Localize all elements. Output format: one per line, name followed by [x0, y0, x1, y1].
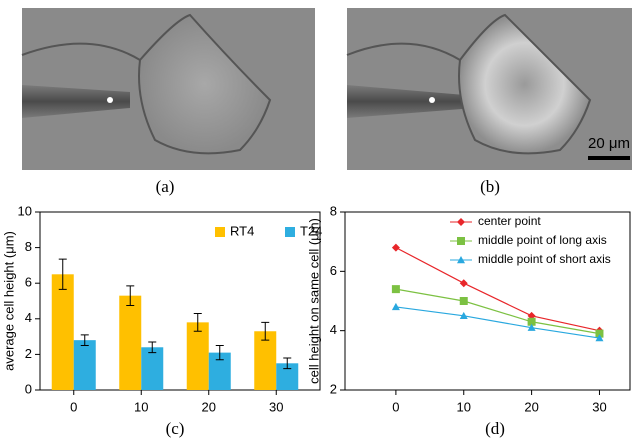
scale-bar-label: 20 μm [588, 135, 630, 152]
legend-label: center point [478, 214, 541, 228]
legend-label: middle point of short axis [478, 252, 611, 266]
panel-label: (b) [480, 177, 500, 196]
marker [392, 303, 400, 310]
x-tick-label: 0 [70, 399, 77, 414]
x-tick-label: 10 [457, 399, 471, 414]
bar [141, 347, 163, 390]
y-axis-label: average cell height (μm) [1, 231, 16, 371]
y-tick-label: 6 [25, 275, 32, 290]
bar [52, 274, 74, 390]
y-tick-label: 4 [330, 322, 337, 337]
marker [460, 279, 468, 287]
panel-label: (d) [485, 419, 505, 438]
x-tick-label: 0 [392, 399, 399, 414]
figure: 20 μm (a) (b) (c) (d) 0246810average cel… [0, 0, 635, 443]
panel-label: (a) [156, 177, 175, 196]
y-tick-label: 2 [330, 381, 337, 396]
bar [74, 340, 96, 390]
x-tick-label: 30 [269, 399, 283, 414]
bar [187, 322, 209, 390]
legend-label: RT4 [230, 223, 254, 238]
y-tick-label: 10 [18, 203, 32, 218]
marker [460, 297, 468, 305]
y-tick-label: 2 [25, 346, 32, 361]
marker [392, 244, 400, 252]
y-tick-label: 8 [25, 239, 32, 254]
x-tick-label: 20 [202, 399, 216, 414]
bar [119, 296, 141, 390]
legend-label: middle point of long axis [478, 233, 607, 247]
legend-swatch [215, 227, 225, 237]
y-tick-label: 6 [330, 263, 337, 278]
marker [457, 218, 465, 226]
x-tick-label: 30 [592, 399, 606, 414]
y-tick-label: 4 [25, 310, 32, 325]
marker [457, 237, 465, 245]
x-tick-label: 20 [524, 399, 538, 414]
micrograph-a [22, 8, 315, 170]
y-tick-label: 8 [330, 203, 337, 218]
x-tick-label: 10 [134, 399, 148, 414]
y-axis-label: cell height on same cell (μm) [306, 218, 321, 384]
legend-swatch [285, 227, 295, 237]
y-tick-label: 0 [25, 381, 32, 396]
micrograph-b: 20 μm [347, 8, 632, 170]
panel-label: (c) [166, 419, 185, 438]
marker [392, 285, 400, 293]
